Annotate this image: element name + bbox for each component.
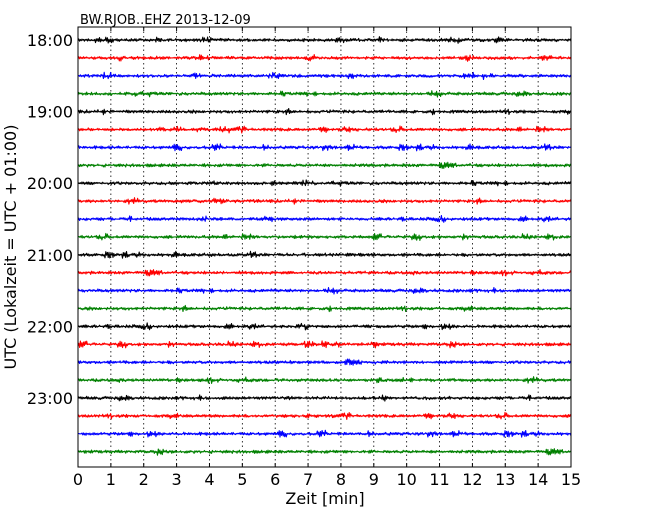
y-tick-label: 22:00 bbox=[27, 317, 73, 336]
plot-frame bbox=[77, 26, 572, 468]
seismogram-trace bbox=[77, 214, 572, 223]
seismogram-trace bbox=[77, 143, 572, 152]
seismogram-trace bbox=[77, 90, 572, 98]
x-tick-label: 10 bbox=[396, 470, 416, 489]
chart-title: BW.RJOB..EHZ 2013-12-09 bbox=[80, 13, 251, 28]
seismogram-trace bbox=[77, 232, 572, 241]
seismogram-trace bbox=[77, 322, 572, 331]
x-axis-label: Zeit [min] bbox=[285, 489, 364, 508]
seismogram-trace bbox=[77, 286, 572, 295]
seismogram-trace bbox=[77, 358, 572, 366]
y-tick-label: 23:00 bbox=[27, 389, 73, 408]
x-tick-label: 15 bbox=[561, 470, 581, 489]
y-axis-label: UTC (Lokalzeit = UTC + 01:00) bbox=[1, 125, 20, 370]
trace-lines bbox=[77, 36, 572, 456]
seismogram-trace bbox=[77, 448, 572, 456]
seismogram-trace bbox=[77, 376, 572, 384]
x-tick-label: 0 bbox=[73, 470, 83, 489]
x-tick-label: 6 bbox=[270, 470, 280, 489]
seismogram-trace bbox=[77, 250, 572, 259]
y-ticks: 18:00 19:00 20:00 21:00 22:00 23:00 bbox=[27, 31, 571, 408]
y-tick-label: 20:00 bbox=[27, 174, 73, 193]
seismogram-trace bbox=[77, 71, 572, 81]
seismogram-trace bbox=[77, 340, 572, 349]
x-tick-label: 11 bbox=[429, 470, 449, 489]
seismogram-trace bbox=[77, 429, 572, 438]
seismogram-trace bbox=[77, 179, 572, 187]
seismogram-trace bbox=[77, 394, 572, 402]
seismogram-trace bbox=[77, 54, 572, 62]
y-tick-label: 18:00 bbox=[27, 31, 73, 50]
x-tick-label: 13 bbox=[495, 470, 515, 489]
x-tick-label: 1 bbox=[106, 470, 116, 489]
x-tick-label: 12 bbox=[462, 470, 482, 489]
grid-lines bbox=[110, 27, 539, 467]
seismogram-trace bbox=[77, 107, 572, 116]
y-tick-label: 19:00 bbox=[27, 103, 73, 122]
x-tick-label: 5 bbox=[237, 470, 247, 489]
x-tick-label: 3 bbox=[172, 470, 182, 489]
seismogram-trace bbox=[77, 125, 572, 134]
seismogram-trace bbox=[77, 269, 572, 277]
x-tick-label: 7 bbox=[303, 470, 313, 489]
seismogram-trace bbox=[77, 36, 572, 44]
y-tick-label: 21:00 bbox=[27, 246, 73, 265]
seismogram-trace bbox=[77, 161, 572, 169]
x-tick-label: 9 bbox=[369, 470, 379, 489]
x-tick-label: 4 bbox=[204, 470, 214, 489]
x-tick-label: 8 bbox=[336, 470, 346, 489]
seismogram-trace bbox=[77, 411, 572, 420]
seismogram-trace bbox=[77, 304, 572, 313]
x-tick-label: 2 bbox=[139, 470, 149, 489]
x-tick-label: 14 bbox=[528, 470, 548, 489]
x-ticks: 0 1 2 3 4 5 6 7 8 9 10 11 12 13 14 15 bbox=[73, 27, 581, 489]
seismogram-trace bbox=[77, 197, 572, 205]
